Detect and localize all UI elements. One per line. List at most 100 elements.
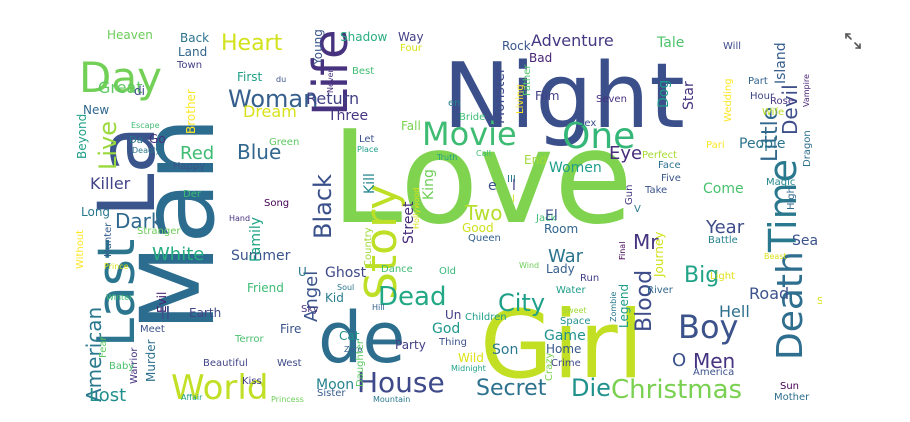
- cloud-word: l: [512, 194, 515, 205]
- cloud-word: Love: [331, 104, 633, 253]
- cloud-word: de: [318, 297, 406, 379]
- cloud-word: Escape: [131, 121, 160, 130]
- cloud-word: River: [647, 285, 674, 296]
- cloud-word: El: [545, 208, 558, 224]
- cloud-word: Rock: [502, 39, 531, 53]
- cloud-word: Hour: [750, 91, 775, 102]
- cloud-word: Hand: [229, 214, 250, 223]
- cloud-word: Song: [264, 198, 289, 209]
- cloud-word: Life: [303, 29, 359, 116]
- cloud-word: Go: [149, 132, 166, 146]
- cloud-word: Brother: [184, 89, 198, 134]
- cloud-word: Murder: [144, 339, 158, 382]
- cloud-word: Four: [400, 43, 423, 54]
- cloud-word: Father: [522, 64, 533, 96]
- cloud-word: Vampire: [802, 74, 811, 107]
- cloud-word: West: [277, 358, 302, 369]
- cloud-word: Dream: [243, 102, 297, 121]
- cloud-word: Battle: [708, 235, 738, 246]
- cloud-word: U: [298, 265, 307, 279]
- cloud-word: Kid: [325, 291, 344, 305]
- expand-button[interactable]: [842, 30, 864, 52]
- cloud-word: Woman: [228, 85, 318, 113]
- cloud-word: Death: [770, 251, 811, 360]
- cloud-word: Film: [535, 89, 559, 103]
- cloud-word: Come: [703, 181, 744, 197]
- cloud-word: Beyond: [76, 114, 89, 159]
- cloud-word: Long: [81, 205, 110, 219]
- cloud-word: Run: [580, 273, 599, 284]
- cloud-word: Wedding: [723, 78, 734, 122]
- cloud-word: Boy: [678, 308, 738, 346]
- cloud-word: People: [739, 136, 786, 152]
- cloud-word: S: [817, 296, 822, 307]
- cloud-word: Kiss: [242, 376, 262, 387]
- cloud-word: War: [548, 246, 584, 267]
- cloud-word: di: [134, 84, 145, 98]
- cloud-word: Sun: [780, 381, 799, 392]
- cloud-word: Kill: [362, 173, 378, 194]
- cloud-word: Mother: [774, 392, 810, 403]
- cloud-word: Heaven: [107, 28, 153, 42]
- cloud-word: Zero: [344, 345, 363, 354]
- cloud-word: Wife: [762, 107, 784, 118]
- cloud-word: Lost: [89, 385, 126, 406]
- cloud-word: Crazy: [544, 353, 555, 381]
- cloud-word: Eye: [609, 143, 642, 164]
- cloud-word: Sky: [301, 304, 319, 315]
- cloud-word: Rose: [770, 96, 794, 107]
- cloud-word: Adventure: [531, 31, 614, 50]
- cloud-word: Good: [462, 221, 494, 235]
- cloud-word: Game: [544, 328, 586, 344]
- cloud-word: Evil: [155, 292, 169, 313]
- cloud-word: Dead: [378, 282, 446, 312]
- cloud-word: Family: [248, 217, 264, 262]
- cloud-word: Un: [445, 308, 461, 322]
- cloud-word: King: [421, 169, 437, 200]
- cloud-word: Star: [681, 81, 697, 110]
- cloud-word: Great: [98, 78, 143, 97]
- cloud-word: Meet: [140, 324, 165, 335]
- cloud-word: Sex: [578, 118, 596, 129]
- cloud-word: Zombie: [609, 292, 618, 322]
- cloud-word: Magic: [766, 177, 795, 188]
- cloud-word: Little: [758, 107, 783, 162]
- cloud-word: III: [507, 174, 516, 185]
- cloud-word: Call: [476, 149, 491, 158]
- cloud-word: Party: [395, 338, 426, 352]
- cloud-word: Street: [401, 201, 417, 244]
- cloud-word: Deadly: [132, 146, 160, 155]
- cloud-word: Soul: [337, 283, 354, 292]
- cloud-word: Summer: [231, 248, 291, 264]
- cloud-word: Let: [359, 134, 375, 145]
- cloud-word: Five: [661, 173, 681, 184]
- cloud-word: Friend: [247, 281, 284, 295]
- cloud-word: du: [276, 75, 286, 84]
- cloud-word: Terror: [234, 334, 265, 345]
- cloud-word: Country: [363, 227, 374, 267]
- cloud-word: Earth: [189, 306, 221, 320]
- cloud-word: Legend: [617, 284, 631, 328]
- cloud-word: Tale: [656, 35, 684, 51]
- cloud-word: Dog: [656, 80, 672, 108]
- cloud-word: Die: [571, 374, 611, 402]
- cloud-word: Best: [352, 66, 374, 77]
- cloud-word: La: [83, 126, 173, 217]
- cloud-word: Daughter: [355, 339, 366, 387]
- cloud-word: Place: [357, 145, 378, 154]
- cloud-word: en: [448, 98, 461, 109]
- cloud-word: Pari: [706, 140, 725, 151]
- cloud-word: Space: [560, 316, 590, 327]
- cloud-word: Fall: [401, 119, 421, 133]
- cloud-word: New: [83, 103, 109, 117]
- cloud-word: Two: [464, 201, 503, 225]
- cloud-word: Face: [658, 160, 681, 171]
- cloud-word: Prince: [104, 262, 129, 271]
- cloud-word: High: [786, 187, 797, 210]
- cloud-word: Killer: [90, 174, 131, 193]
- cloud-word: Return: [306, 89, 359, 108]
- cloud-word: City: [498, 289, 545, 317]
- cloud-word: Black: [309, 174, 337, 239]
- cloud-word: Dance: [381, 264, 413, 275]
